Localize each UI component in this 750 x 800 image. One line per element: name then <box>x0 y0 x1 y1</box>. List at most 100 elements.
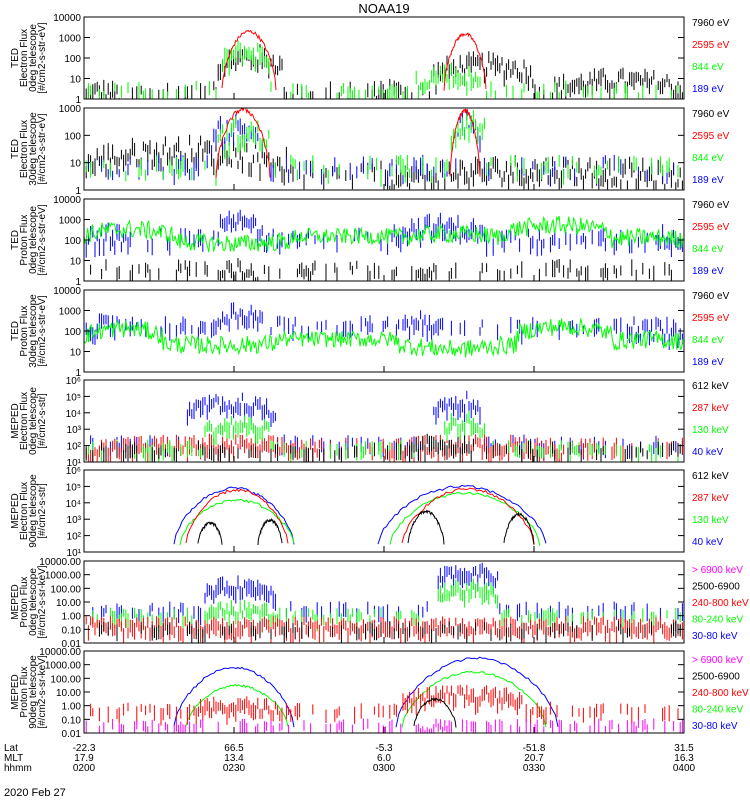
y-tick-label: 1000 <box>59 34 82 45</box>
y-tick-label: 10¹ <box>67 458 82 469</box>
y-tick-label: 1000 <box>59 307 82 318</box>
y-tick-label: 1000.00 <box>45 661 82 672</box>
legend-entry: 287 keV <box>692 403 729 414</box>
legend-entry: 189 eV <box>692 357 724 368</box>
y-tick-label: 100 <box>64 54 81 65</box>
y-tick-label: 100 <box>64 327 81 338</box>
y-tick-label: 1.00 <box>62 702 82 713</box>
legend-entry: 189 eV <box>692 175 724 186</box>
footer-row-label: MLT <box>4 753 23 764</box>
plot-area <box>173 484 547 546</box>
y-tick-label: 1 <box>75 277 81 288</box>
y-tick-label: 10⁵ <box>66 482 81 493</box>
footer-value: 13.4 <box>224 753 244 764</box>
y-tick-label: 10 <box>70 75 82 86</box>
legend-entry: 612 keV <box>692 381 729 392</box>
legend-entry: 844 eV <box>692 153 724 164</box>
y-axis-label: 30deg telescope <box>28 112 39 186</box>
series-green-trace <box>84 318 684 358</box>
series-green-trace <box>87 40 679 99</box>
panel-p8: 10000.00 1000.00 100.00 10.00 1.00 0.10 0.01 ME… <box>10 647 749 740</box>
y-tick-label: 10² <box>67 532 82 543</box>
y-tick-label: 100 <box>64 236 81 247</box>
date-label: 2020 Feb 27 <box>4 787 66 799</box>
plot-area <box>85 656 683 733</box>
y-tick-label: 10 <box>70 159 82 170</box>
y-tick-label: 1000.00 <box>45 571 82 582</box>
footer-row-label: hhmm <box>4 763 32 774</box>
series-red-trace <box>215 108 271 179</box>
legend-entry: 2595 eV <box>692 222 730 233</box>
y-axis-label: MEPED <box>10 584 21 620</box>
plot-area <box>84 302 684 358</box>
legend-entry: 612 keV <box>692 471 729 482</box>
legend-entry: 2595 eV <box>692 313 730 324</box>
footer-value: 66.5 <box>224 743 244 754</box>
y-axis-label: TED <box>10 321 21 341</box>
y-axis-label: [#/cm2-s-str-eV] <box>37 204 48 275</box>
y-axis-label: 0deg telescope <box>28 206 39 274</box>
y-tick-label: 100.00 <box>50 584 81 595</box>
legend-entry: 2500-6900 <box>692 672 740 683</box>
y-tick-label: 10³ <box>67 425 82 436</box>
series-black-trace <box>407 509 445 545</box>
footer-value: -5.3 <box>375 743 393 754</box>
series-black-trace <box>503 511 535 545</box>
plot-area <box>84 29 683 99</box>
plot-area <box>84 390 683 462</box>
series-blue-trace <box>377 484 547 545</box>
y-axis-label: TED <box>10 48 21 68</box>
y-axis-label: Proton Flux <box>19 576 30 627</box>
series-black-trace <box>84 621 681 643</box>
footer-value: 0330 <box>523 763 546 774</box>
legend-entry: 844 eV <box>692 62 724 73</box>
y-axis-label: TED <box>10 139 21 159</box>
y-tick-label: 1000 <box>59 104 82 115</box>
plot-area <box>84 209 684 281</box>
panel-frame <box>83 469 685 553</box>
series-green-trace <box>84 215 684 253</box>
legend-entry: > 6900 keV <box>692 655 743 666</box>
y-tick-label: 10000.00 <box>39 647 81 658</box>
y-axis-label: [#/cm2-s-str-eV] <box>37 113 48 184</box>
series-magenta-trace <box>85 718 683 733</box>
y-axis-label: Proton Flux <box>19 666 30 717</box>
footer-value: 16.3 <box>674 753 694 764</box>
series-green-trace <box>84 578 681 633</box>
y-axis-label: 0deg telescope <box>28 568 39 636</box>
legend-entry: 130 keV <box>692 515 729 526</box>
y-tick-label: 0.10 <box>62 715 82 726</box>
legend-entry: 130 keV <box>692 425 729 436</box>
footer-value: 0230 <box>223 763 246 774</box>
footer-value: 17.9 <box>74 753 94 764</box>
legend-entry: 240-800 keV <box>692 688 749 699</box>
series-blue-trace <box>173 666 295 728</box>
y-tick-label: 100.00 <box>50 674 81 685</box>
series-black-trace <box>413 697 457 728</box>
footer-value: -22.3 <box>73 743 96 754</box>
plot-area <box>84 562 683 643</box>
y-axis-label: Electron Flux <box>19 29 30 87</box>
series-black-trace <box>197 521 223 545</box>
y-axis-label: MEPED <box>10 403 21 439</box>
legend-entry: 7960 eV <box>692 109 730 120</box>
time-axis-footer: Lat -22.3 66.5 -5.3 -51.8 31.5 MLT 17.9 13.4 6.0 2… <box>4 743 696 774</box>
footer-value: 0300 <box>373 763 396 774</box>
y-tick-label: 10.00 <box>56 598 81 609</box>
series-red-trace <box>90 684 679 727</box>
legend-entry: 30-80 keV <box>692 721 738 732</box>
series-blue-trace <box>173 486 295 545</box>
y-tick-label: 10¹ <box>67 548 82 559</box>
y-tick-label: 100 <box>64 131 81 142</box>
series-green-trace <box>85 110 679 187</box>
panel-frame <box>83 16 685 100</box>
y-tick-label: 10⁴ <box>66 409 81 420</box>
legend-entry: 287 keV <box>692 493 729 504</box>
y-tick-label: 10 <box>70 348 82 359</box>
y-axis-label: Electron Flux <box>19 120 30 178</box>
